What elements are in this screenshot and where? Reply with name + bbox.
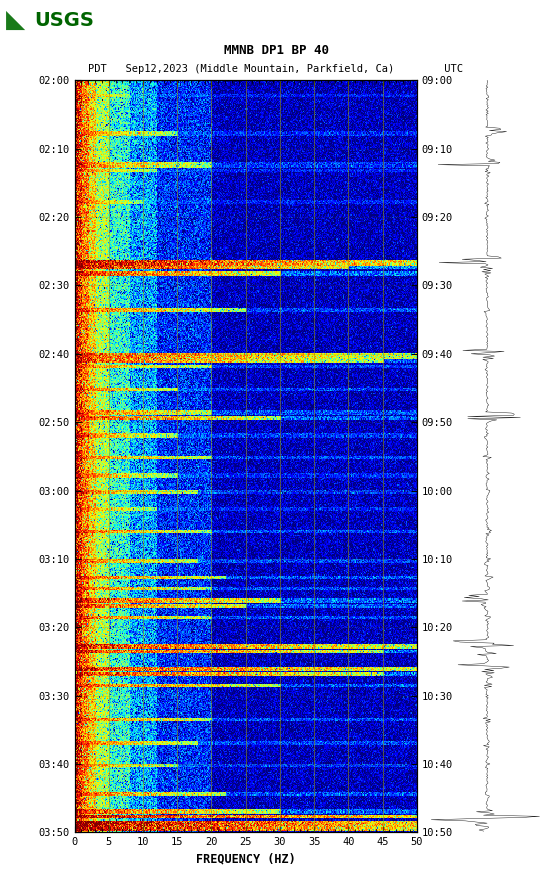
Text: MMNB DP1 BP 40: MMNB DP1 BP 40 [224, 44, 328, 56]
X-axis label: FREQUENCY (HZ): FREQUENCY (HZ) [196, 853, 295, 865]
Text: ◣: ◣ [6, 8, 25, 32]
Text: USGS: USGS [34, 11, 94, 29]
Text: PDT   Sep12,2023 (Middle Mountain, Parkfield, Ca)        UTC: PDT Sep12,2023 (Middle Mountain, Parkfie… [88, 63, 464, 73]
